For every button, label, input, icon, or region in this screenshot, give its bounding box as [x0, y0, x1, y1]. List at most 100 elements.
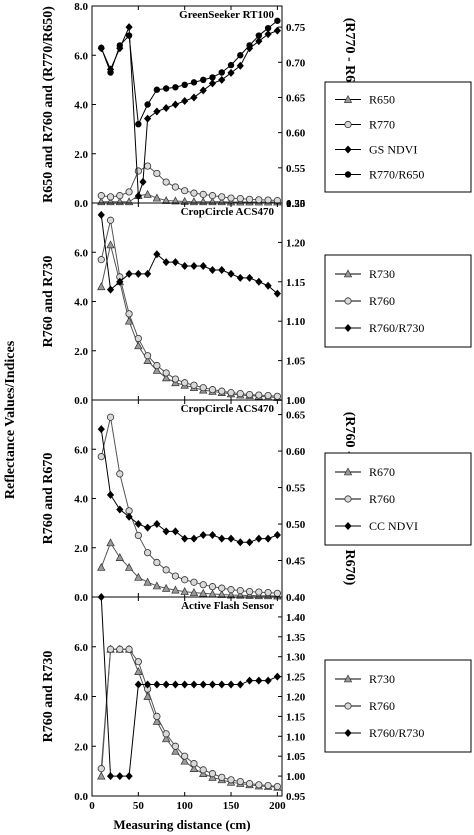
- legend-label: R760: [369, 699, 395, 713]
- right-tick-label: 0.40: [286, 592, 306, 604]
- data-point: [134, 658, 142, 666]
- legend-marker: [344, 171, 352, 178]
- data-point: [273, 672, 281, 681]
- data-point: [208, 265, 217, 274]
- data-point: [255, 277, 263, 286]
- data-point: [236, 680, 244, 689]
- data-point: [107, 69, 114, 76]
- data-point: [125, 310, 133, 318]
- data-point: [144, 269, 152, 278]
- right-tick-label: 0.60: [286, 446, 306, 458]
- data-point: [106, 413, 115, 421]
- left-axis-label: R760 and R670: [41, 453, 56, 545]
- legend-marker: [344, 145, 352, 154]
- right-tick-label: 1.25: [286, 672, 306, 684]
- right-tick-label: 1.10: [286, 731, 306, 743]
- data-point: [209, 74, 216, 81]
- x-tick-label: 50: [133, 800, 145, 812]
- data-point: [181, 379, 189, 387]
- right-tick-label: 1.00: [286, 395, 306, 407]
- legend-marker: [344, 120, 352, 129]
- left-axis-label: R650 and R760 and (R770/R650): [41, 6, 56, 203]
- data-point: [181, 752, 189, 760]
- right-tick-label: 1.15: [286, 711, 306, 723]
- data-point: [245, 779, 254, 788]
- data-point: [190, 578, 198, 586]
- left-tick-label: 0.0: [74, 198, 88, 210]
- right-tick-label: 0.50: [286, 198, 306, 210]
- data-point: [255, 588, 263, 596]
- data-point: [273, 530, 281, 539]
- data-point: [153, 361, 161, 370]
- left-axis-label: R760 and R730: [41, 256, 56, 348]
- data-point: [264, 196, 272, 204]
- legend-label: R770: [369, 118, 395, 132]
- data-point: [134, 667, 143, 675]
- data-point: [255, 391, 263, 399]
- data-point: [227, 776, 235, 784]
- left-tick-label: 6.0: [74, 247, 88, 259]
- legend: R670 R760 CC NDVI: [324, 452, 472, 546]
- data-point: [190, 680, 198, 689]
- series-line-gsndvi: [100, 26, 278, 197]
- data-point: [152, 581, 162, 590]
- data-point: [134, 572, 143, 581]
- data-point: [237, 52, 244, 59]
- data-point: [264, 676, 272, 685]
- data-point: [106, 193, 115, 201]
- data-point: [97, 192, 105, 200]
- right-tick-label: 1.30: [286, 652, 306, 664]
- left-tick-label: 6.0: [74, 444, 88, 456]
- data-point: [218, 193, 226, 201]
- data-point: [245, 273, 254, 282]
- data-point: [218, 773, 226, 781]
- data-point: [125, 23, 133, 32]
- data-point: [255, 32, 263, 39]
- data-point: [116, 42, 124, 49]
- data-point: [161, 583, 171, 592]
- chart-panel-3: 0.0 2.0 4.0 6.0 0.40 0.45 0.50 0.55 0.60 0.65 Crop…: [41, 399, 472, 604]
- data-point: [153, 520, 161, 529]
- data-point: [135, 121, 142, 128]
- plot-frame: [91, 5, 283, 204]
- left-tick-label: 4.0: [74, 692, 88, 704]
- data-point: [236, 194, 244, 203]
- data-point: [227, 389, 235, 397]
- data-point: [218, 584, 226, 592]
- panel-title: GreenSeeker RT100: [179, 9, 274, 21]
- data-point: [208, 79, 217, 88]
- data-point: [227, 534, 235, 543]
- legend: R730 R760 R760/R730: [324, 659, 472, 753]
- data-point: [171, 585, 180, 594]
- right-tick-label: 1.05: [286, 356, 306, 368]
- data-point: [236, 273, 244, 282]
- data-point: [116, 505, 124, 514]
- data-point: [162, 680, 170, 689]
- data-point: [144, 114, 152, 123]
- left-tick-label: 8.0: [74, 1, 88, 13]
- data-point: [97, 765, 105, 773]
- data-point: [134, 191, 142, 200]
- data-point: [273, 589, 281, 597]
- data-point: [106, 772, 115, 781]
- data-point: [218, 387, 226, 395]
- right-tick-label: 0.95: [286, 791, 306, 803]
- series-line-r760r730: [100, 214, 278, 295]
- data-point: [162, 369, 170, 377]
- data-point: [134, 520, 142, 529]
- series-line-r770: [101, 165, 278, 202]
- data-point: [97, 210, 105, 219]
- data-point: [171, 196, 180, 205]
- legend-marker: [343, 467, 353, 476]
- right-tick-label: 1.40: [286, 612, 306, 624]
- left-tick-label: 4.0: [74, 297, 88, 309]
- legend: R650 R770 GS NDVI R770/R650: [324, 81, 472, 193]
- left-tick-label: 4.0: [74, 100, 88, 112]
- data-point: [134, 269, 142, 278]
- data-point: [255, 676, 263, 685]
- x-tick-label: 150: [223, 800, 240, 812]
- legend-label: R670: [369, 465, 395, 479]
- data-point: [106, 645, 115, 653]
- data-point: [116, 772, 124, 781]
- right-tick-label: 1.15: [286, 277, 306, 289]
